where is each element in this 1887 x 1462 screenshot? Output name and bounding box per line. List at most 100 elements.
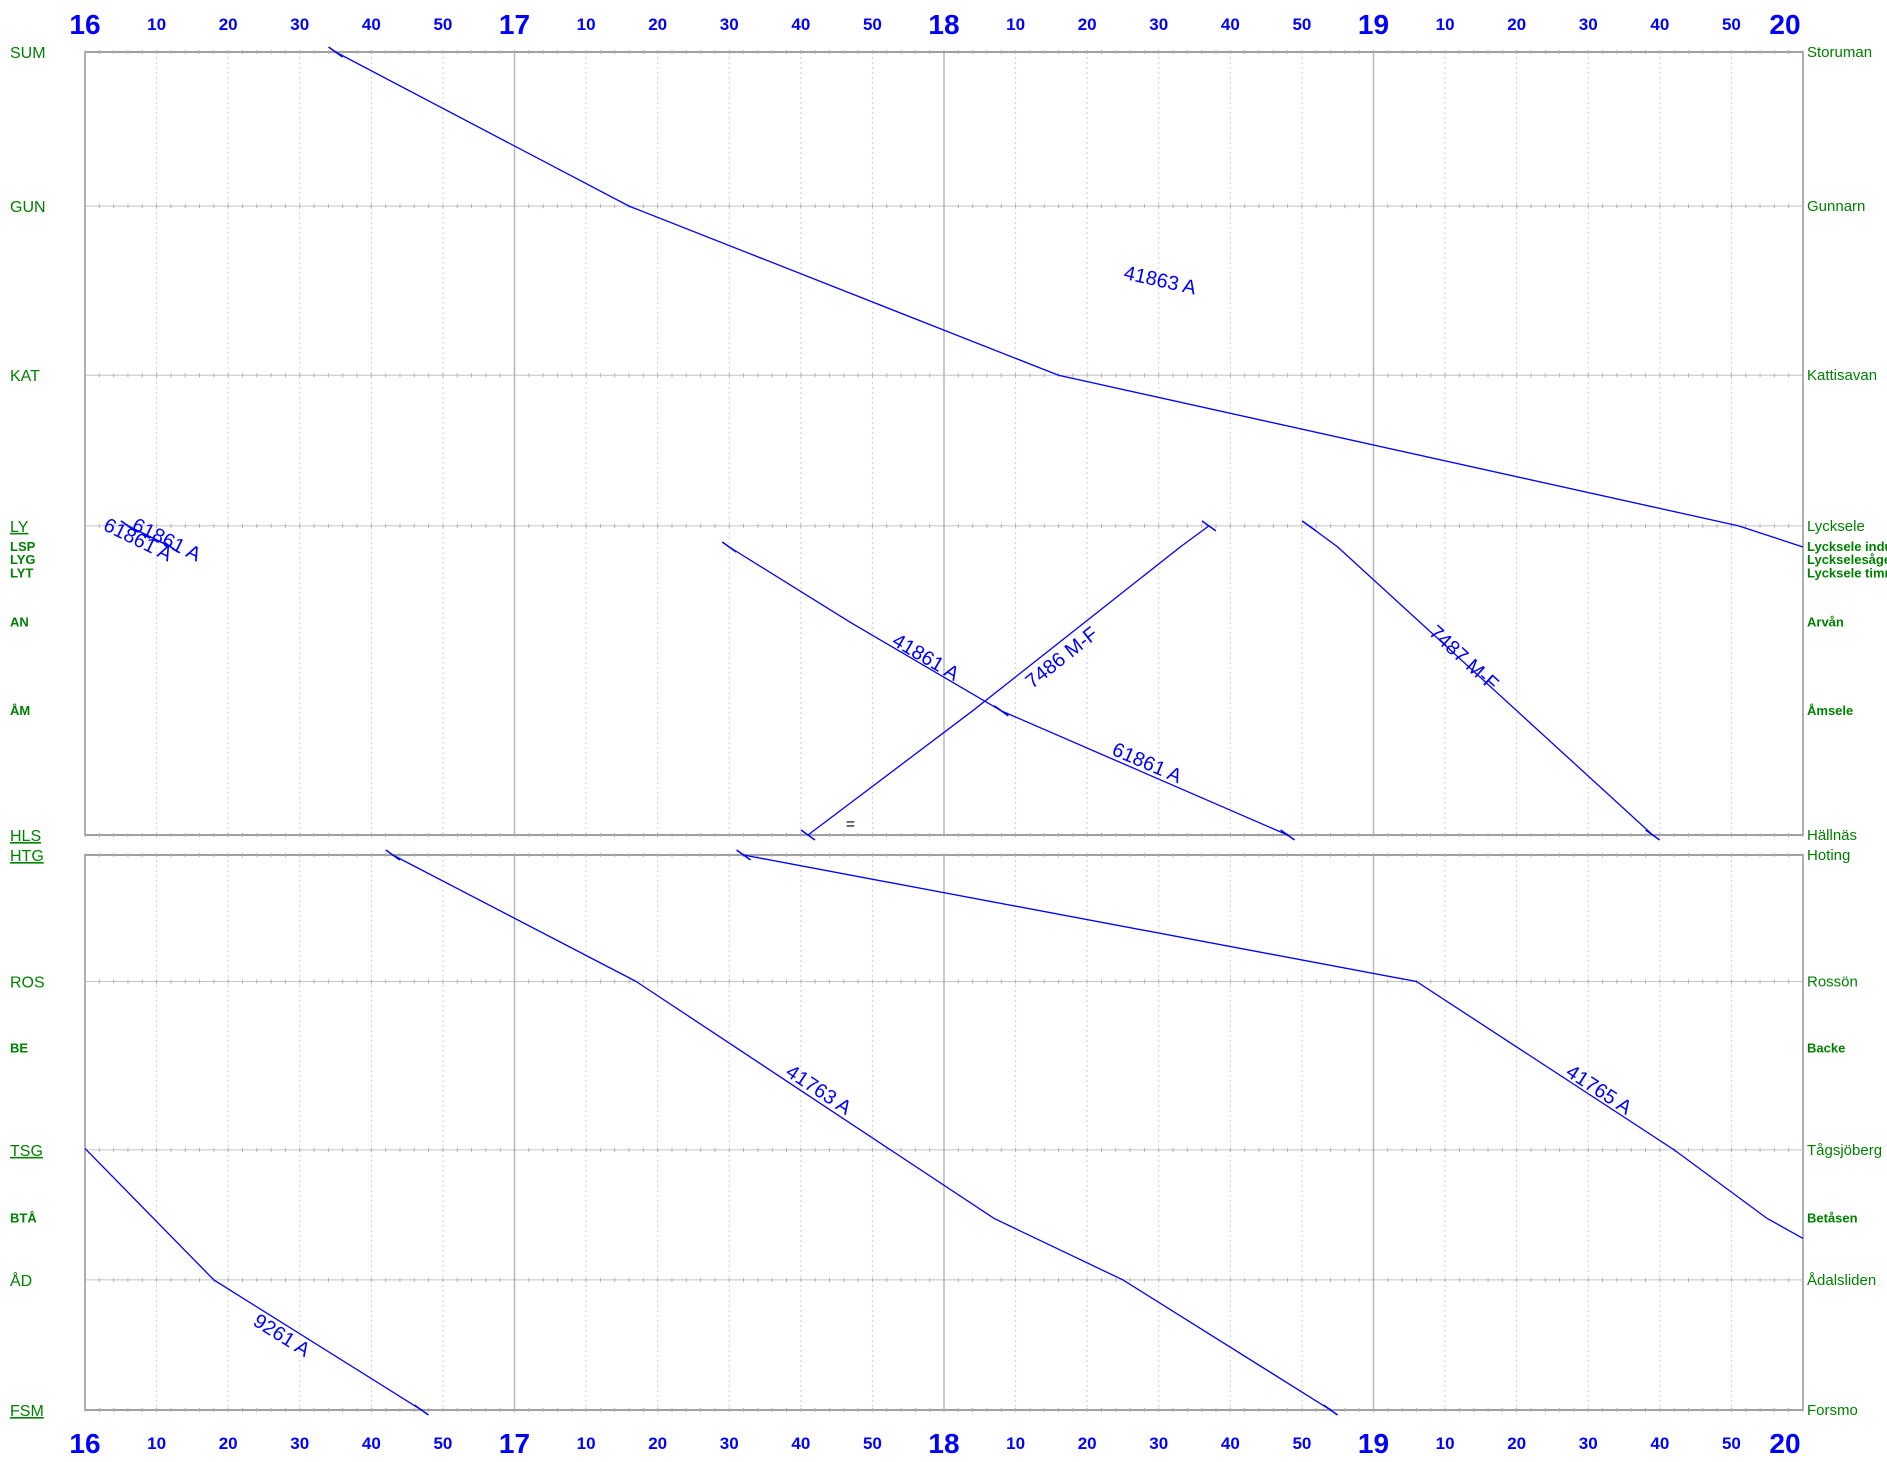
train-end-tick	[1645, 829, 1661, 841]
train-path	[807, 525, 1210, 836]
minute-label: 20	[1507, 15, 1526, 34]
minute-label: 10	[1006, 15, 1025, 34]
minute-label: 50	[863, 15, 882, 34]
minute-label: 40	[1221, 15, 1240, 34]
station-name: Forsmo	[1807, 1402, 1858, 1419]
minute-label: 30	[1579, 1434, 1598, 1453]
train-path	[84, 1148, 422, 1411]
train-end-tick	[120, 520, 136, 532]
station-name: Lycksele industrispår	[1807, 539, 1887, 554]
train-end-tick	[385, 849, 401, 861]
train-41863-a: 41863 A	[328, 46, 1804, 548]
train-path	[1308, 525, 1654, 836]
station-name: Rossön	[1807, 974, 1858, 991]
train-end-tick	[736, 849, 752, 861]
minute-label: 10	[147, 15, 166, 34]
hour-label: 19	[1358, 1428, 1389, 1459]
minute-label: 10	[577, 15, 596, 34]
minute-label: 30	[720, 1434, 739, 1453]
minute-label: 50	[433, 1434, 452, 1453]
train-label: 7486 M-F	[1022, 623, 1103, 693]
train-end-tick	[328, 46, 343, 58]
hour-label: 20	[1769, 1428, 1800, 1459]
train-note: =	[846, 816, 855, 833]
minute-label: 50	[1292, 15, 1311, 34]
minute-label: 40	[1650, 15, 1669, 34]
station-code: AN	[10, 615, 29, 630]
minute-label: 50	[433, 15, 452, 34]
station-name: Storuman	[1807, 44, 1872, 61]
train-label: 41861 A	[888, 630, 963, 686]
minute-label: 40	[791, 15, 810, 34]
station-code: SUM	[10, 45, 46, 62]
train-path	[335, 51, 1804, 548]
station-code: FSM	[10, 1403, 44, 1420]
station-code: ÅM	[10, 703, 30, 718]
station-name: Tågsjöberg	[1807, 1142, 1882, 1159]
minute-label: 50	[863, 1434, 882, 1453]
station-name: Lycksele timmerterminal	[1807, 565, 1887, 580]
train-path	[728, 546, 1002, 712]
train-end-tick	[163, 541, 179, 553]
minute-label: 20	[219, 15, 238, 34]
station-code: BE	[10, 1040, 28, 1055]
minute-label: 40	[1221, 1434, 1240, 1453]
minute-label: 30	[1149, 1434, 1168, 1453]
station-name: Åmsele	[1807, 703, 1853, 718]
station-code: LYT	[10, 565, 33, 580]
hour-label: 20	[1769, 9, 1800, 40]
train-end-tick	[800, 829, 816, 841]
train-end-tick	[1280, 829, 1296, 841]
minute-label: 10	[147, 1434, 166, 1453]
station-name: Gunnarn	[1807, 198, 1865, 215]
minute-label: 20	[1507, 1434, 1526, 1453]
minute-label: 20	[648, 1434, 667, 1453]
station-code: LSP	[10, 539, 36, 554]
train-label: 41765 A	[1562, 1061, 1636, 1120]
train-label: 61861 A	[1109, 739, 1186, 789]
minute-label: 30	[290, 15, 309, 34]
train-label: 41863 A	[1122, 262, 1199, 299]
train-end-tick	[721, 541, 737, 553]
train-7487-m-f: 7487 M-F	[1301, 520, 1661, 841]
station-code: KAT	[10, 368, 40, 385]
minute-label: 50	[1722, 15, 1741, 34]
minute-label: 20	[1078, 1434, 1097, 1453]
station-name: Hällnäs	[1807, 827, 1857, 844]
station-code: TSG	[10, 1143, 43, 1160]
station-code: HLS	[10, 828, 41, 845]
panel-1: SUM Storuman GUN Gunnarn KAT Kattisavan LY Lyck…	[10, 44, 1887, 845]
station-name: Ådalsliden	[1807, 1272, 1876, 1289]
station-code: ROS	[10, 975, 45, 992]
train-path	[127, 525, 172, 548]
minute-label: 20	[648, 15, 667, 34]
train-41765-a: 41765 A	[736, 849, 1804, 1240]
train-path	[743, 854, 1804, 1240]
minute-label: 30	[290, 1434, 309, 1453]
hour-label: 19	[1358, 9, 1389, 40]
minute-label: 40	[362, 1434, 381, 1453]
minute-label: 10	[1436, 1434, 1455, 1453]
hour-label: 16	[69, 1428, 100, 1459]
station-name: Lyckselesågen	[1807, 552, 1887, 567]
minute-label: 10	[1436, 15, 1455, 34]
hour-label: 17	[499, 9, 530, 40]
train-label: 41763 A	[782, 1061, 856, 1120]
train-end-tick	[1301, 520, 1317, 532]
hour-label: 18	[928, 9, 959, 40]
train-61861-a: 61861 A	[993, 705, 1296, 841]
station-code: BTÅ	[10, 1210, 37, 1225]
minute-label: 40	[791, 1434, 810, 1453]
minute-label: 40	[362, 15, 381, 34]
minute-label: 10	[1006, 1434, 1025, 1453]
minute-label: 30	[1149, 15, 1168, 34]
train-path	[1001, 710, 1288, 836]
hour-label: 17	[499, 1428, 530, 1459]
minute-label: 40	[1650, 1434, 1669, 1453]
minute-label: 10	[577, 1434, 596, 1453]
station-code: ÅD	[10, 1271, 32, 1290]
train-41763-a: 41763 A	[385, 849, 1338, 1416]
hour-label: 16	[69, 9, 100, 40]
station-code: LYG	[10, 552, 36, 567]
station-name: Arvån	[1807, 615, 1844, 630]
